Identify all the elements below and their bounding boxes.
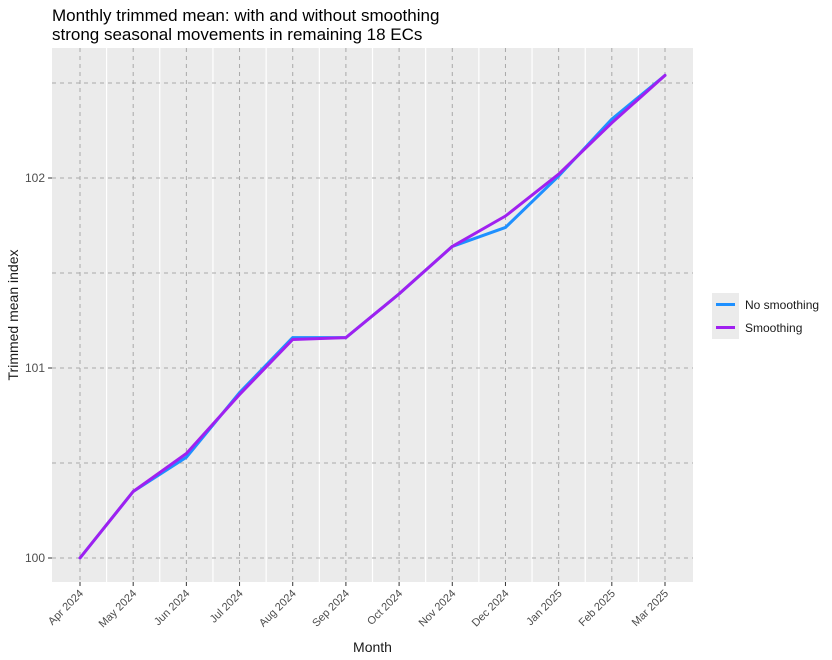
legend-label: No smoothing [745,297,820,312]
chart-title-block: Monthly trimmed mean: with and without s… [52,6,439,44]
x-tick-label: Oct 2024 [365,588,405,628]
x-tick-label: Jul 2024 [208,588,246,626]
legend-key-no-smoothing [712,293,739,316]
x-axis-label: Month [353,639,392,655]
x-tick-label: Apr 2024 [46,588,86,628]
x-tick-label: Feb 2025 [577,588,618,629]
x-tick-label: Nov 2024 [417,588,459,630]
chart-title: Monthly trimmed mean: with and without s… [52,6,440,25]
series-line-smoothing [78,73,667,560]
x-tick-label: Jan 2025 [524,588,564,628]
chart-subtitle: strong seasonal movements in remaining 1… [52,25,423,44]
y-tick-label: 100 [25,551,45,565]
x-tick-label: Jun 2024 [152,588,192,628]
x-tick-label: Dec 2024 [470,588,512,630]
y-tick-label: 102 [25,171,45,185]
x-tick-label: Mar 2025 [630,588,671,629]
x-tick-label: Aug 2024 [257,588,299,630]
y-tick-label: 101 [25,361,45,375]
y-axis-label: Trimmed mean index [5,250,21,381]
legend-item-smoothing: Smoothing [712,316,819,339]
legend-key-smoothing [712,316,739,339]
x-tick-label: May 2024 [97,588,140,631]
x-tick-label: Sep 2024 [310,588,352,630]
legend-item-no-smoothing: No smoothing [712,293,819,316]
legend-label: Smoothing [745,320,803,335]
legend: No smoothing Smoothing [712,293,819,339]
